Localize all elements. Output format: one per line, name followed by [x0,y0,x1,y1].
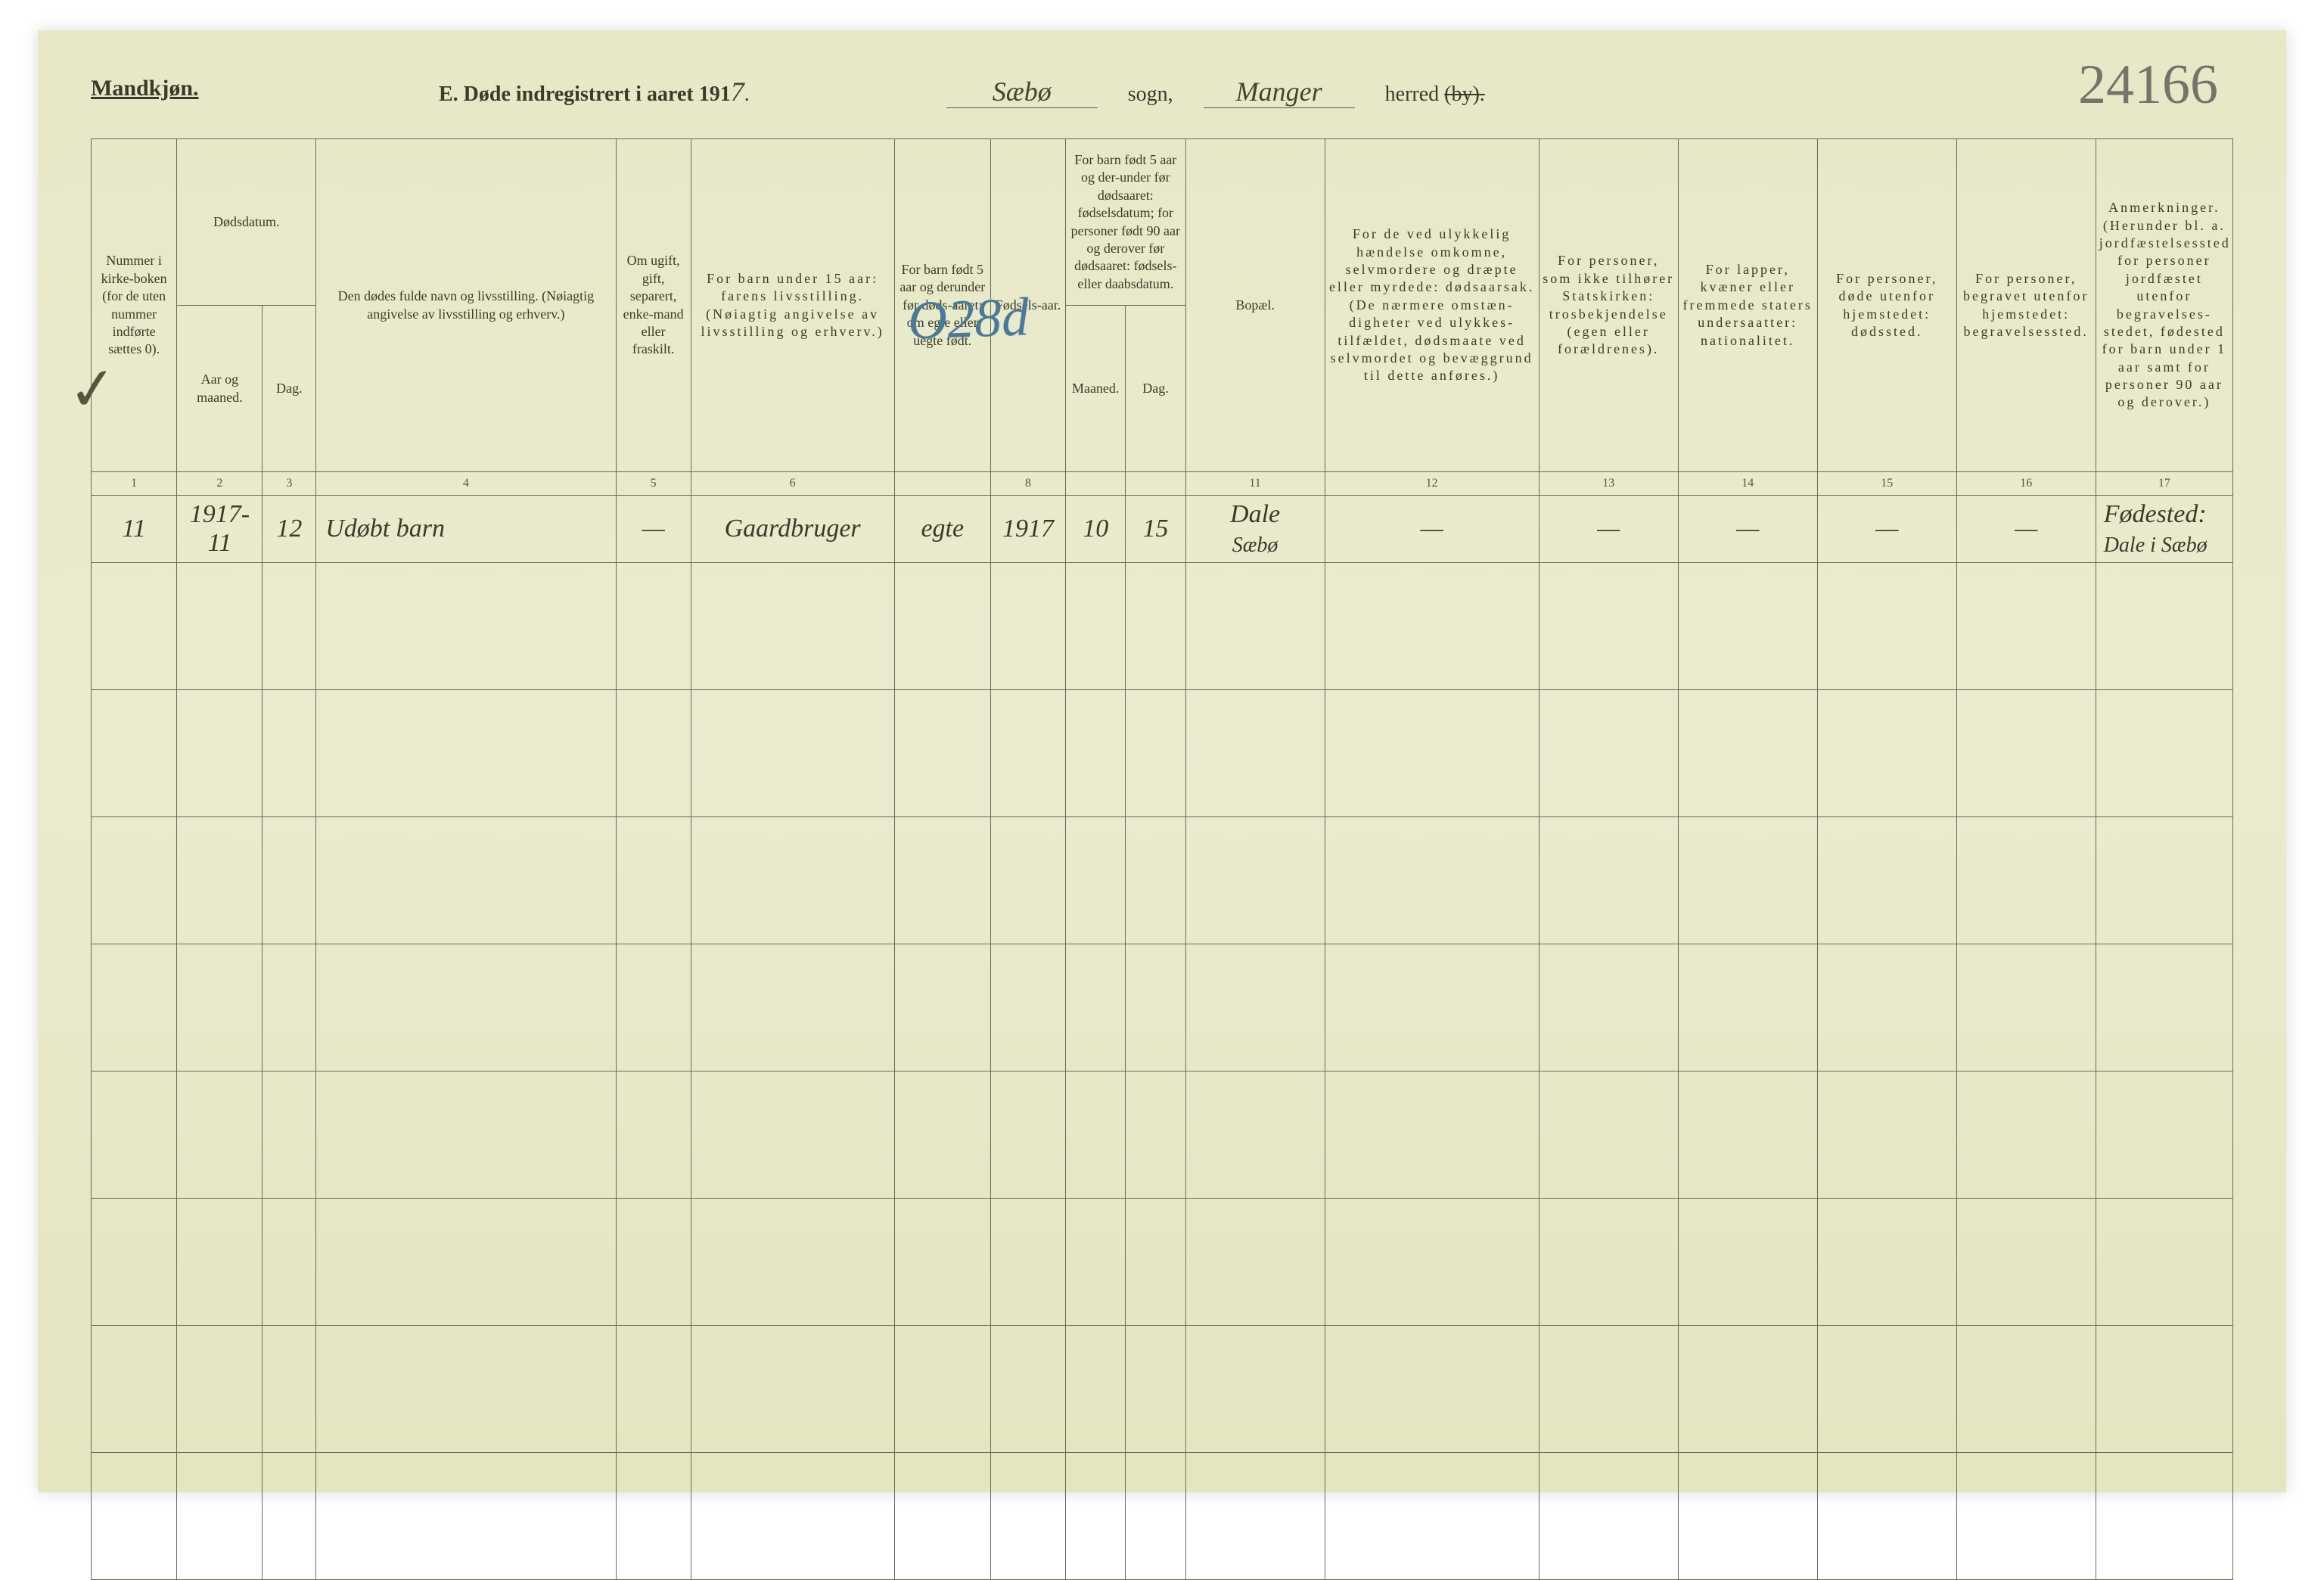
cell-c6: Gaardbruger [691,496,894,563]
col-4-header: Den dødes fulde navn og livsstilling. (N… [316,139,616,472]
colnum: 3 [263,472,316,496]
col-2a-header: Aar og maaned. [177,306,263,472]
col-11-header: Bopæl. [1185,139,1325,472]
empty-row [92,944,2233,1071]
sogn-label: sogn, [1128,82,1173,107]
year-handwritten: 7 [731,76,744,107]
col-12-header: For de ved ulykkelig hændelse omkomne, s… [1325,139,1539,472]
empty-row [92,1326,2233,1453]
col-13-header: For personer, som ikke tilhører Statskir… [1539,139,1678,472]
cell-c9a: 10 [1066,496,1126,563]
cell-c2b: 12 [263,496,316,563]
herred-field: Manger [1204,76,1355,108]
cell-c5: — [616,496,691,563]
title-text: E. Døde indregistrert i aaret 191 [439,82,731,107]
table-body: 11 1917-11 12 Udøbt barn — Gaardbruger e… [92,496,2233,1580]
blue-annotation: O28d [907,285,1030,353]
col-6-header: For barn under 15 aar: farens livsstilli… [691,139,894,472]
empty-row [92,690,2233,817]
cell-c13: — [1539,496,1678,563]
herred-label: herred (by). [1385,82,1485,107]
empty-row [92,563,2233,690]
cell-c7: egte [894,496,990,563]
title-period: . [744,82,750,107]
herred-struck: (by). [1444,82,1485,106]
cell-c14: — [1678,496,1817,563]
column-number-row: 1 2 3 4 5 6 8 11 12 13 14 15 16 17 [92,472,2233,496]
empty-row [92,1453,2233,1580]
col-17-header: Anmerkninger. (Herunder bl. a. jordfæste… [2096,139,2232,472]
cell-c11: DaleSæbø [1185,496,1325,563]
col-9a-header: Maaned. [1066,306,1126,472]
colnum: 6 [691,472,894,496]
colnum: 5 [616,472,691,496]
col-15-header: For personer, døde utenfor hjemstedet: d… [1817,139,1956,472]
cell-c15: — [1817,496,1956,563]
page-number: 24166 [2078,53,2218,117]
colnum: 14 [1678,472,1817,496]
colnum [1126,472,1185,496]
cell-c9b: 15 [1126,496,1185,563]
cell-c1: 11 [92,496,177,563]
register-table: Nummer i kirke-boken (for de uten nummer… [91,138,2233,1580]
cell-c16: — [1956,496,2096,563]
col-2b-header: Dag. [263,306,316,472]
col-9b-header: Dag. [1126,306,1185,472]
empty-row [92,1199,2233,1326]
colnum: 12 [1325,472,1539,496]
colnum: 1 [92,472,177,496]
colnum: 15 [1817,472,1956,496]
colnum [1066,472,1126,496]
empty-row [92,1071,2233,1199]
sogn-field: Sæbø [946,76,1098,108]
herred-value: Manger [1236,76,1322,107]
gender-label: Mandkjøn. [91,76,199,101]
page-header: Mandkjøn. E. Døde indregistrert i aaret … [91,76,2233,108]
colnum [894,472,990,496]
sogn-value: Sæbø [993,76,1052,107]
checkmark: ✓ [65,353,120,425]
colnum: 17 [2096,472,2232,496]
data-row-1: 11 1917-11 12 Udøbt barn — Gaardbruger e… [92,496,2233,563]
colnum: 4 [316,472,616,496]
cell-c8: 1917 [990,496,1065,563]
cell-c4: Udøbt barn [316,496,616,563]
col-16-header: For personer, begravet utenfor hjemstede… [1956,139,2096,472]
colnum: 2 [177,472,263,496]
cell-c2a: 1917-11 [177,496,263,563]
col-14-header: For lapper, kvæner eller fremmede stater… [1678,139,1817,472]
table-header: Nummer i kirke-boken (for de uten nummer… [92,139,2233,496]
col-5-header: Om ugift, gift, separert, enke-mand elle… [616,139,691,472]
parish-register-page: Mandkjøn. E. Døde indregistrert i aaret … [38,30,2286,1492]
cell-c17: Fødested:Dale i Sæbø [2096,496,2232,563]
colnum: 11 [1185,472,1325,496]
col-9-header: For barn født 5 aar og der-under før død… [1066,139,1186,306]
col-2-top: Dødsdatum. [177,139,316,306]
colnum: 8 [990,472,1065,496]
colnum: 13 [1539,472,1678,496]
colnum: 16 [1956,472,2096,496]
empty-row [92,817,2233,944]
cell-c12: — [1325,496,1539,563]
